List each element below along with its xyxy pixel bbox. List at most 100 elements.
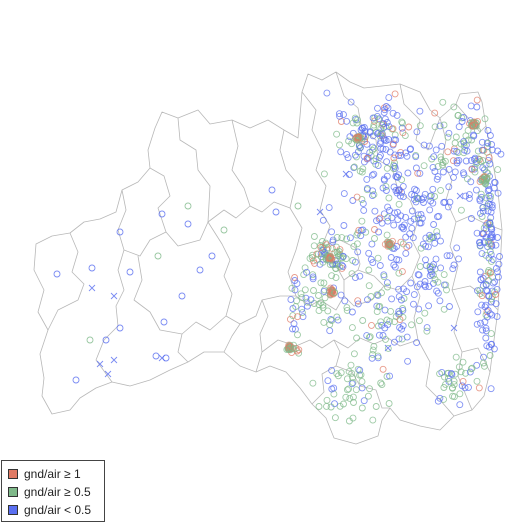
measurement-point [368,321,375,329]
measurement-point [352,136,360,144]
measurement-point [370,121,378,129]
measurement-point [416,122,424,130]
measurement-point [431,193,439,200]
measurement-point [178,292,186,300]
measurement-point [337,148,345,156]
measurement-point [480,362,488,370]
measurement-point [435,212,443,220]
measurement-point [384,344,392,352]
measurement-point [482,161,490,169]
measurement-point [410,291,418,299]
measurement-point [397,151,405,159]
measurement-point [289,312,297,320]
measurement-point [365,282,373,290]
measurement-point [412,164,420,172]
measurement-point [340,222,348,229]
measurement-point [454,111,462,119]
measurement-point [416,169,424,177]
measurement-point [398,223,406,231]
measurement-point [431,168,439,175]
measurement-point [450,261,458,269]
measurement-point [406,146,414,153]
measurement-point [367,293,375,300]
measurement-point [449,157,457,165]
measurement-point [382,335,389,343]
measurement-point [415,305,423,313]
boundary-line [95,189,127,383]
measurement-point [467,365,475,373]
measurement-point [343,375,351,383]
measurement-point [297,290,305,298]
measurement-point [348,369,356,377]
measurement-point [385,400,393,407]
measurement-point [303,302,311,310]
boundary-line [279,129,303,297]
measurement-point [476,286,484,294]
measurement-point [466,368,474,376]
measurement-point [315,403,323,410]
measurement-point [408,191,416,198]
measurement-point [440,271,448,279]
measurement-point [320,318,328,326]
measurement-point [421,309,429,317]
measurement-point [289,325,296,333]
measurement-point [158,210,166,218]
measurement-point [485,240,493,248]
legend-swatch-high [8,469,18,479]
measurement-point [359,226,367,234]
measurement-point [480,175,487,183]
measurement-point [480,359,487,367]
measurement-cross [450,324,458,332]
measurement-point [457,206,465,214]
measurement-point [432,146,440,154]
measurement-point [398,176,406,184]
measurement-point [363,332,371,340]
measurement-point [413,339,421,347]
measurement-point [338,234,346,242]
measurement-cross [384,344,392,352]
measurement-point [86,336,94,344]
measurement-point [309,273,317,281]
measurement-point [494,166,502,174]
measurement-point [349,379,357,387]
measurement-point [377,379,385,387]
measurement-point [462,192,470,200]
measurement-point [485,221,493,229]
measurement-point [433,287,441,295]
measurement-point [390,183,398,191]
measurement-point [382,183,390,191]
measurement-point [286,346,294,354]
measurement-point [482,251,490,259]
measurement-point [160,318,168,326]
measurement-point [303,268,311,276]
measurement-point [391,263,399,271]
measurement-point [468,136,476,144]
measurement-point [437,237,444,245]
boundary-line [177,117,211,223]
measurement-point [343,386,351,394]
measurement-point [376,262,384,269]
measurement-point [320,279,328,287]
measurement-point [359,317,367,324]
measurement-point [354,248,362,256]
measurement-point [420,162,428,170]
measurement-point [397,296,405,304]
legend-item-low: gnd/air < 0.5 [8,502,91,518]
measurement-point [268,186,276,194]
measurement-point [208,252,216,260]
measurement-point [440,384,448,391]
measurement-point [350,163,358,171]
measurement-point [482,194,490,202]
measurement-point [335,110,343,118]
measurement-point [427,192,435,200]
measurement-point [377,124,385,132]
measurement-point [455,255,463,263]
measurement-point [383,158,391,166]
measurement-point [467,178,475,186]
measurement-point [396,316,404,324]
measurement-point [370,191,378,199]
measurement-point [368,171,376,179]
measurement-point [477,319,484,327]
measurement-point [315,307,323,315]
